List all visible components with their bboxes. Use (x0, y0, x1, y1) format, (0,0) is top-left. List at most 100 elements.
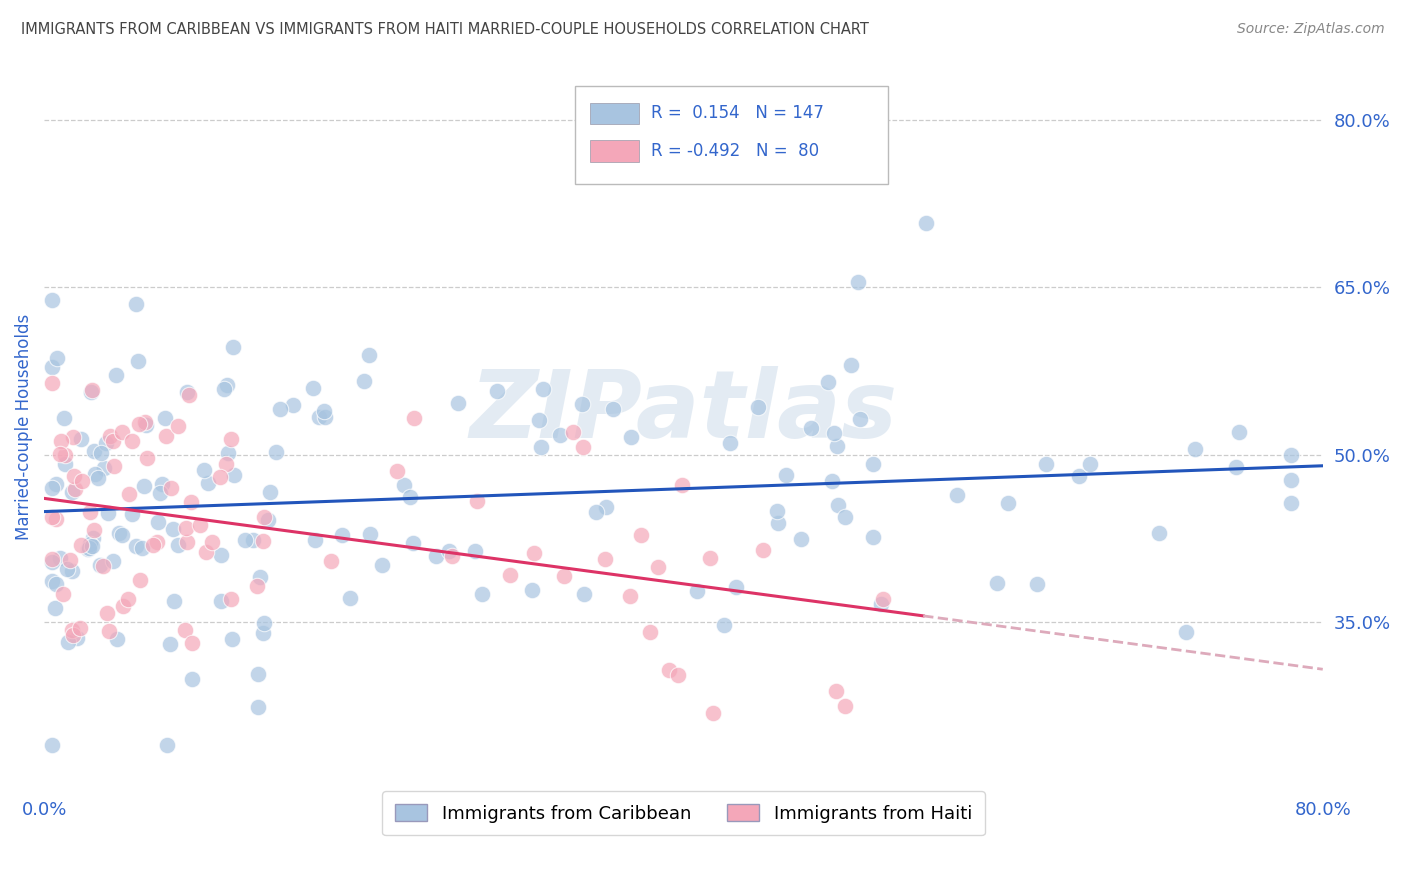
Point (870, 597, 893, 611)
Point (235, 533, 257, 547)
Point (1227, 425, 1250, 439)
Point (103, 554, 125, 568)
Point (149, 486, 172, 500)
Point (531, 382, 554, 396)
Point (219, 432, 242, 446)
Text: Source: ZipAtlas.com: Source: ZipAtlas.com (1237, 22, 1385, 37)
Point (167, 538, 190, 552)
Point (638, 625, 661, 640)
Point (82, 540, 104, 554)
Point (353, 374, 375, 388)
Point (846, 275, 869, 289)
Point (572, 440, 595, 454)
Point (59, 553, 82, 567)
Point (602, 401, 624, 416)
Point (264, 444, 287, 458)
Point (593, 552, 616, 566)
Point (162, 594, 184, 608)
Point (134, 415, 156, 429)
Point (90, 446, 112, 460)
Point (155, 411, 177, 425)
Point (862, 530, 884, 544)
Point (249, 569, 271, 583)
Point (79, 537, 101, 551)
Point (66, 632, 89, 646)
Point (281, 398, 304, 412)
Point (80, 384, 103, 399)
Point (49, 446, 72, 460)
Point (724, 580, 747, 594)
Point (69, 621, 91, 635)
Point (162, 522, 184, 536)
Point (252, 626, 274, 640)
Text: ZIPatlas: ZIPatlas (470, 367, 897, 458)
Point (699, 551, 721, 566)
Point (222, 340, 245, 354)
Point (53, 448, 76, 462)
Point (437, 543, 460, 558)
Point (72, 475, 94, 489)
Point (148, 516, 170, 530)
Point (529, 440, 551, 454)
Point (529, 412, 551, 426)
Point (252, 534, 274, 549)
Point (747, 400, 769, 414)
Point (595, 500, 617, 514)
Point (142, 538, 165, 552)
Point (1067, 468, 1090, 483)
Point (562, 425, 585, 439)
Text: R =  0.154   N = 147: R = 0.154 N = 147 (651, 104, 824, 122)
Point (658, 663, 681, 677)
Point (96, 606, 118, 620)
Point (193, 462, 215, 476)
Point (62, 430, 84, 444)
Point (247, 700, 270, 714)
Point (246, 579, 269, 593)
Point (839, 358, 862, 372)
Point (83, 444, 105, 458)
Point (41, 293, 63, 307)
Point (402, 536, 425, 550)
Point (212, 382, 235, 396)
Point (111, 425, 134, 440)
Point (1026, 576, 1049, 591)
Point (131, 541, 153, 556)
Point (247, 667, 270, 681)
Point (1225, 460, 1247, 475)
Point (440, 549, 463, 563)
Point (103, 458, 125, 473)
Point (70, 538, 93, 552)
FancyBboxPatch shape (575, 86, 889, 184)
Point (60, 624, 83, 638)
Point (827, 499, 849, 513)
Point (215, 457, 238, 471)
Point (402, 410, 425, 425)
Point (671, 477, 693, 491)
Point (121, 508, 143, 522)
Point (242, 533, 264, 547)
Point (523, 546, 546, 560)
Point (132, 479, 155, 493)
Point (87, 471, 110, 485)
Point (209, 594, 232, 608)
Point (41, 481, 63, 495)
Point (45, 511, 67, 525)
Point (63, 483, 86, 497)
Point (308, 409, 330, 424)
Point (177, 388, 200, 402)
Point (127, 354, 149, 368)
Point (553, 569, 575, 583)
Point (98, 624, 121, 638)
Point (848, 412, 870, 426)
Point (98, 429, 121, 443)
Point (83, 523, 105, 537)
Point (834, 699, 856, 714)
Point (197, 475, 219, 490)
Point (1035, 457, 1057, 471)
Point (128, 574, 150, 588)
Point (62, 628, 84, 642)
Point (101, 434, 124, 449)
Point (56, 562, 79, 576)
Text: R = -0.492   N =  80: R = -0.492 N = 80 (651, 142, 820, 161)
Point (1279, 496, 1302, 510)
